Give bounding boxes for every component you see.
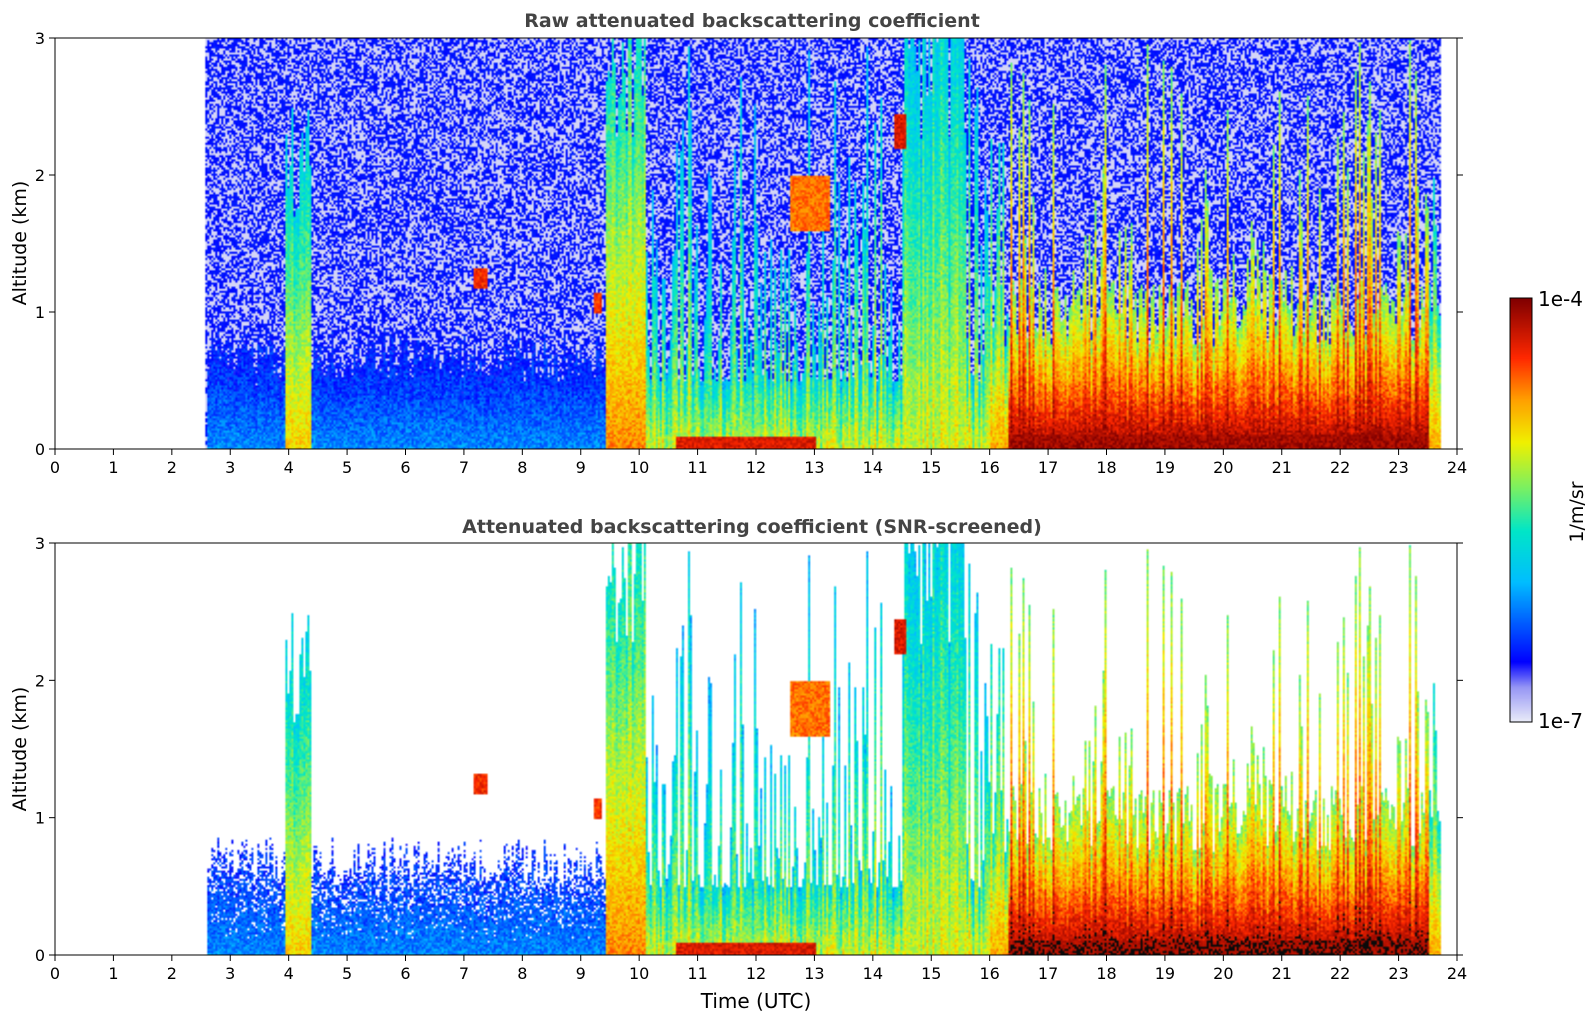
x-tick-label: 5 [342,458,352,477]
x-tick-label: 3 [225,458,235,477]
x-tick-label: 1 [108,964,118,983]
colorbar-gradient [1510,298,1532,722]
y-tick-label: 3 [35,534,45,553]
x-axis-label: Time (UTC) [700,989,812,1013]
bottom-panel-title: Attenuated backscattering coefficient (S… [462,516,1042,538]
bottom-heatmap-image [55,543,1457,955]
x-tick-label: 9 [576,964,586,983]
x-tick-label: 6 [400,458,410,477]
top-y-axis: 0 1 2 3 [35,29,1463,459]
x-tick-label: 23 [1388,458,1408,477]
x-tick-label: 7 [459,964,469,983]
x-tick-label: 1 [108,458,118,477]
x-tick-label: 11 [687,964,707,983]
x-tick-label: 20 [1213,964,1233,983]
top-y-axis-label: Altitude (km) [9,181,31,306]
x-tick-label: 7 [459,458,469,477]
x-tick-label: 8 [517,964,527,983]
bottom-y-axis: 0 1 2 3 [35,534,1463,965]
x-tick-label: 16 [979,458,999,477]
x-tick-label: 23 [1388,964,1408,983]
colorbar-unit-label: 1/m/sr [1566,481,1588,542]
x-tick-label: 17 [1038,964,1058,983]
x-tick-label: 0 [50,458,60,477]
y-tick-label: 2 [35,671,45,690]
x-tick-label: 3 [225,964,235,983]
x-tick-label: 5 [342,964,352,983]
y-tick-label: 1 [35,303,45,322]
x-tick-label: 11 [687,458,707,477]
y-tick-label: 0 [35,946,45,965]
x-tick-label: 6 [400,964,410,983]
colorbar-min-label: 1e-7 [1538,709,1583,733]
top-x-axis: 0 1 2 3 4 5 6 7 8 9 10 11 12 13 14 15 16 17 18 19 20 21 22 23 24 [50,449,1467,477]
x-tick-label: 9 [576,458,586,477]
top-heatmap-image [55,38,1457,449]
x-tick-label: 14 [863,964,883,983]
bottom-panel: Attenuated backscattering coefficient (S… [9,516,1467,1013]
bottom-x-axis: 0 1 2 3 4 5 6 7 8 9 10 11 12 13 14 15 16 17 18 19 20 21 22 23 24 [50,955,1467,983]
x-tick-label: 12 [746,458,766,477]
x-tick-label: 19 [1155,458,1175,477]
x-tick-label: 20 [1213,458,1233,477]
colorbar-frame [1509,297,1533,723]
x-tick-label: 4 [284,458,294,477]
y-tick-label: 2 [35,166,45,185]
x-tick-label: 13 [804,964,824,983]
x-tick-label: 8 [517,458,527,477]
colorbar-max-label: 1e-4 [1538,287,1583,311]
x-tick-label: 10 [629,964,649,983]
x-tick-label: 2 [167,964,177,983]
x-tick-label: 13 [804,458,824,477]
top-panel-title: Raw attenuated backscattering coefficien… [524,10,980,32]
x-tick-label: 22 [1330,964,1350,983]
x-tick-label: 21 [1272,458,1292,477]
x-tick-label: 2 [167,458,177,477]
x-tick-label: 19 [1155,964,1175,983]
x-tick-label: 12 [746,964,766,983]
x-tick-label: 4 [284,964,294,983]
x-tick-label: 16 [979,964,999,983]
top-panel: Raw attenuated backscattering coefficien… [9,10,1467,477]
y-tick-label: 1 [35,809,45,828]
x-tick-label: 0 [50,964,60,983]
x-tick-label: 18 [1096,964,1116,983]
x-tick-label: 14 [863,458,883,477]
x-tick-label: 22 [1330,458,1350,477]
bottom-y-axis-label: Altitude (km) [9,687,31,812]
colorbar: 1e-4 1e-7 1/m/sr [1509,287,1588,733]
x-tick-label: 17 [1038,458,1058,477]
x-tick-label: 21 [1272,964,1292,983]
x-tick-label: 24 [1447,458,1467,477]
x-tick-label: 15 [921,964,941,983]
x-tick-label: 10 [629,458,649,477]
y-tick-label: 0 [35,440,45,459]
x-tick-label: 15 [921,458,941,477]
x-tick-label: 24 [1447,964,1467,983]
y-tick-label: 3 [35,29,45,48]
x-tick-label: 18 [1096,458,1116,477]
